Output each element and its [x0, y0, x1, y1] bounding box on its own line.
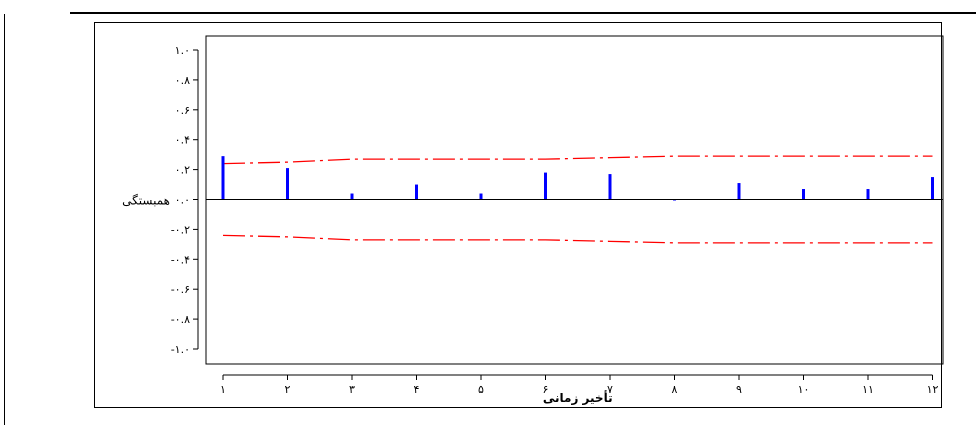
left-rule — [4, 14, 5, 425]
x-tick-label: ۴ — [414, 383, 420, 396]
lower-confidence-limit — [222, 234, 933, 244]
top-rule — [70, 12, 976, 14]
y-tick-label: ٠.٠ — [175, 194, 190, 207]
x-tick-label: ٧ — [607, 383, 613, 396]
upper-confidence-limit — [222, 155, 933, 165]
x-tick-label: ٢ — [285, 383, 291, 396]
y-tick-label: ٠.۴ — [175, 134, 190, 147]
acf-bar — [802, 189, 805, 200]
y-tick-label: ١.٠ — [175, 44, 190, 57]
y-tick-label: ٠.٢ — [175, 164, 190, 177]
acf-bar — [350, 193, 354, 200]
y-tick-label: -١.٠ — [171, 343, 190, 356]
acf-bar — [479, 193, 483, 200]
y-tick-label: -٠.٨ — [171, 313, 190, 326]
acf-bar — [608, 174, 612, 200]
x-tick-label: ٨ — [672, 383, 678, 396]
y-tick-label: -٠.۴ — [171, 253, 190, 266]
chart-frame — [94, 22, 942, 408]
acf-bar — [931, 177, 934, 200]
y-tick-label: ٠.۶ — [175, 104, 190, 117]
acf-bar — [866, 189, 870, 200]
acf-bar — [544, 172, 547, 200]
x-tick-label: ١١ — [862, 383, 874, 396]
x-tick-label: ۵ — [478, 383, 484, 396]
y-tick-label: ٠.٨ — [175, 74, 190, 87]
acf-bar — [415, 184, 418, 200]
x-tick-label: ١٢ — [927, 383, 939, 396]
x-tick-label: ۶ — [543, 383, 549, 396]
y-tick-label: -٠.٢ — [171, 223, 190, 236]
acf-bar — [221, 156, 225, 200]
x-tick-label: ١٠ — [798, 383, 810, 396]
acf-bar — [737, 183, 741, 200]
x-tick-label: ٩ — [736, 383, 742, 396]
y-tick-label: -٠.۶ — [171, 283, 190, 296]
y-axis-label: همبستگی — [122, 194, 170, 208]
x-axis-label: تأخیر زمانی — [543, 390, 613, 405]
x-tick-label: ٣ — [349, 383, 355, 396]
x-tick-label: ١ — [220, 383, 226, 396]
acf-bar — [286, 168, 289, 200]
